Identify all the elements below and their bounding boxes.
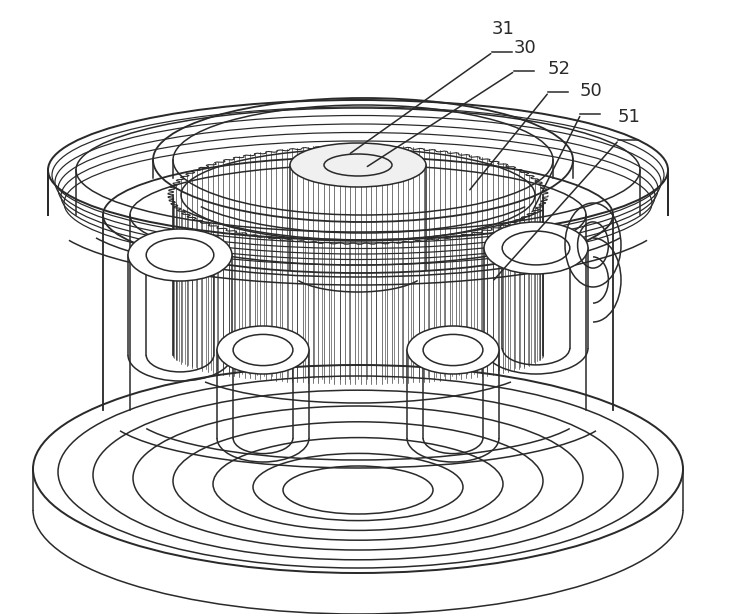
Ellipse shape (407, 326, 499, 374)
Text: 51: 51 (618, 108, 641, 126)
Text: 31: 31 (492, 20, 515, 38)
Text: 50: 50 (580, 82, 602, 100)
Text: 52: 52 (548, 60, 571, 78)
Text: 30: 30 (514, 39, 537, 57)
Ellipse shape (128, 229, 232, 281)
Ellipse shape (290, 143, 426, 187)
Ellipse shape (484, 222, 588, 274)
Ellipse shape (217, 326, 309, 374)
